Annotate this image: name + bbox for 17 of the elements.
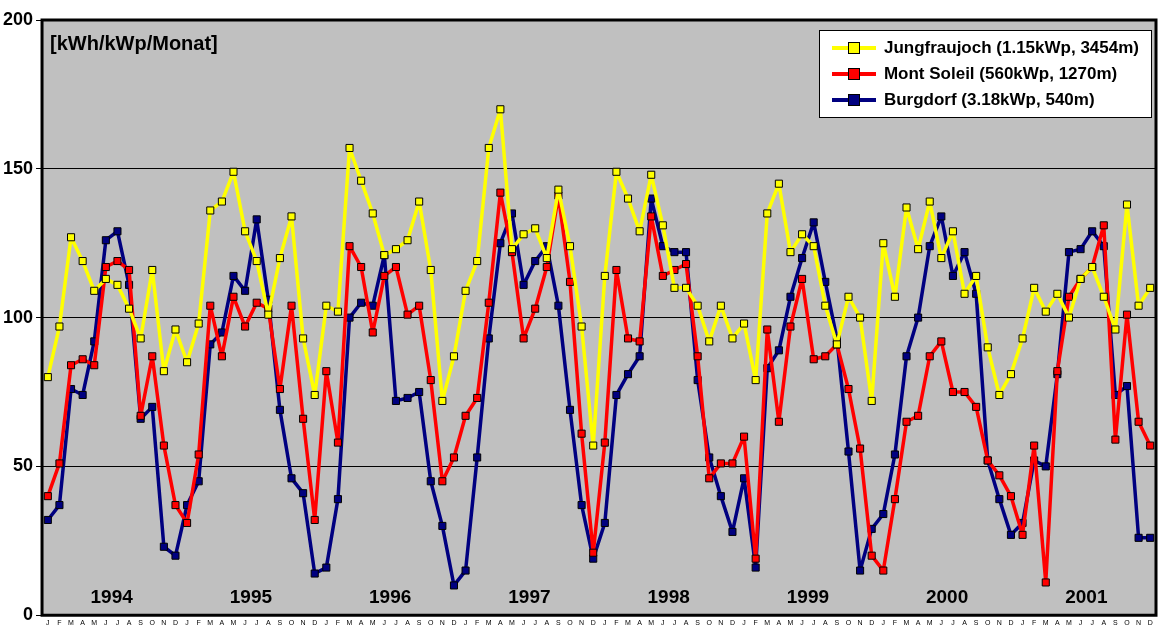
annotation: 2001 — [1065, 585, 1108, 607]
annotation: 1996 — [369, 585, 412, 607]
annotation: 2000 — [925, 585, 969, 607]
y-tick-label: 150 — [2, 157, 34, 178]
annotation: 1995 — [229, 585, 273, 607]
annotation: 1999 — [786, 585, 830, 607]
y-axis-title: [kWh/kWp/Monat] — [50, 31, 218, 54]
legend-label: Mont Soleil (560kWp, 1270m) — [883, 64, 1118, 84]
y-tick-label: 100 — [2, 306, 34, 327]
legend-label: Jungfraujoch (1.15kWp, 3454m) — [883, 38, 1139, 58]
y-tick-label: 200 — [2, 8, 34, 29]
y-tick-label: 0 — [23, 604, 34, 625]
legend-label: Burgdorf (3.18kWp, 540m) — [883, 90, 1095, 110]
annotation: 1994 — [90, 585, 134, 607]
annotation: 1997 — [508, 585, 551, 607]
y-tick-label: 50 — [13, 455, 34, 476]
annotation: 1998 — [647, 585, 690, 607]
